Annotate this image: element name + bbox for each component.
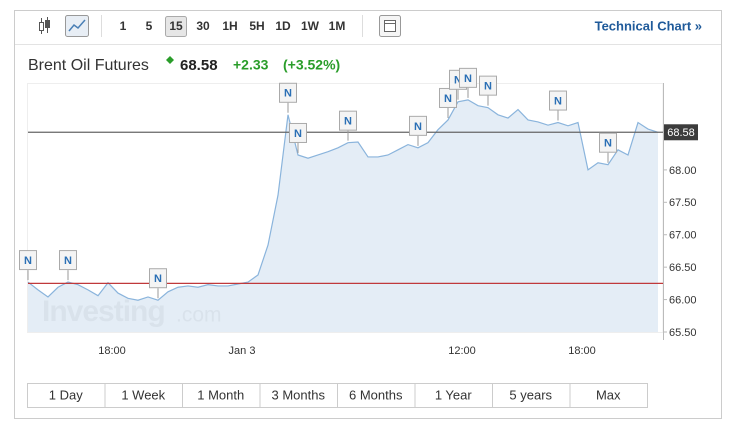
last-price: 68.58	[180, 57, 218, 74]
x-tick-label: 18:00	[98, 345, 126, 357]
range-button[interactable]	[414, 383, 493, 408]
up-indicator	[166, 56, 174, 64]
interval-button[interactable]: 5H	[249, 19, 264, 33]
instrument-name: Brent Oil Futures	[28, 57, 149, 74]
candlestick-icon[interactable]	[39, 17, 50, 34]
news-flag-label[interactable]: N	[294, 128, 302, 140]
news-flag[interactable]	[59, 250, 77, 271]
news-flag[interactable]	[459, 67, 477, 88]
range-button[interactable]	[337, 383, 416, 408]
news-flag[interactable]	[149, 268, 167, 289]
news-flag[interactable]	[339, 110, 357, 131]
x-tick-label: 12:00	[448, 345, 476, 357]
line-chart-icon[interactable]	[65, 15, 89, 37]
news-flag[interactable]	[409, 115, 427, 136]
range-button-label[interactable]: 3 Months	[272, 387, 326, 402]
range-button-label[interactable]: 5 years	[509, 387, 552, 402]
news-flag[interactable]	[549, 90, 567, 111]
news-flag-label[interactable]: N	[444, 93, 452, 105]
interval-button[interactable]: 1M	[329, 19, 346, 33]
range-button[interactable]	[492, 383, 571, 408]
interval-button[interactable]: 1W	[301, 19, 320, 33]
price-line	[27, 99, 659, 301]
range-button[interactable]	[27, 383, 106, 408]
news-flag-label[interactable]: N	[554, 95, 562, 107]
news-flag[interactable]	[279, 82, 297, 103]
news-flag-label[interactable]: N	[284, 88, 292, 100]
news-flag-label[interactable]: N	[604, 138, 612, 150]
news-flag[interactable]	[599, 132, 617, 153]
x-tick-label: 18:00	[568, 345, 596, 357]
news-flag[interactable]	[479, 75, 497, 96]
range-button-label[interactable]: Max	[596, 387, 621, 402]
news-flag[interactable]	[289, 122, 307, 143]
news-flag-label[interactable]: N	[64, 255, 72, 267]
news-flag-label[interactable]: N	[24, 255, 32, 267]
interval-button[interactable]: 15	[169, 19, 183, 33]
range-button[interactable]	[182, 383, 261, 408]
y-tick-label: 66.00	[669, 294, 697, 306]
range-button[interactable]	[569, 383, 648, 408]
interval-button[interactable]: 1D	[275, 19, 291, 33]
range-button-label[interactable]: 1 Day	[49, 387, 83, 402]
interval-button[interactable]: 30	[196, 19, 210, 33]
range-button-label[interactable]: 1 Week	[121, 387, 165, 402]
news-flag[interactable]	[439, 87, 457, 108]
price-change: +2.33	[233, 57, 269, 73]
area	[28, 99, 658, 332]
interval-button[interactable]: 5	[146, 19, 153, 33]
news-flag[interactable]	[19, 250, 37, 271]
news-flag-label[interactable]: N	[484, 81, 492, 93]
news-flag-label[interactable]: N	[454, 75, 462, 87]
y-tick-label: 68.00	[669, 165, 697, 177]
x-tick-label: Jan 3	[229, 345, 256, 357]
news-flag-label[interactable]: N	[154, 273, 162, 285]
price-tag-label: 68.58	[667, 127, 695, 139]
news-flag-label[interactable]: N	[344, 116, 352, 128]
price-change-pct: (+3.52%)	[283, 57, 340, 73]
interval-button[interactable]: 1	[120, 19, 127, 33]
price-tag	[664, 124, 698, 141]
range-button-label[interactable]: 1 Month	[197, 387, 244, 402]
settings-icon[interactable]	[379, 15, 401, 37]
range-button-label[interactable]: 1 Year	[435, 387, 473, 402]
y-tick-label: 66.50	[669, 262, 697, 274]
y-tick-label: 67.00	[669, 230, 697, 242]
range-button-label[interactable]: 6 Months	[349, 387, 403, 402]
y-tick-label: 65.50	[669, 327, 697, 339]
interval-selected	[165, 16, 187, 37]
news-flag-label[interactable]: N	[414, 121, 422, 133]
technical-chart-link[interactable]: Technical Chart »	[595, 18, 702, 33]
interval-button[interactable]: 1H	[222, 19, 237, 33]
y-tick-label: 67.50	[669, 197, 697, 209]
news-flag-label[interactable]: N	[464, 73, 472, 85]
